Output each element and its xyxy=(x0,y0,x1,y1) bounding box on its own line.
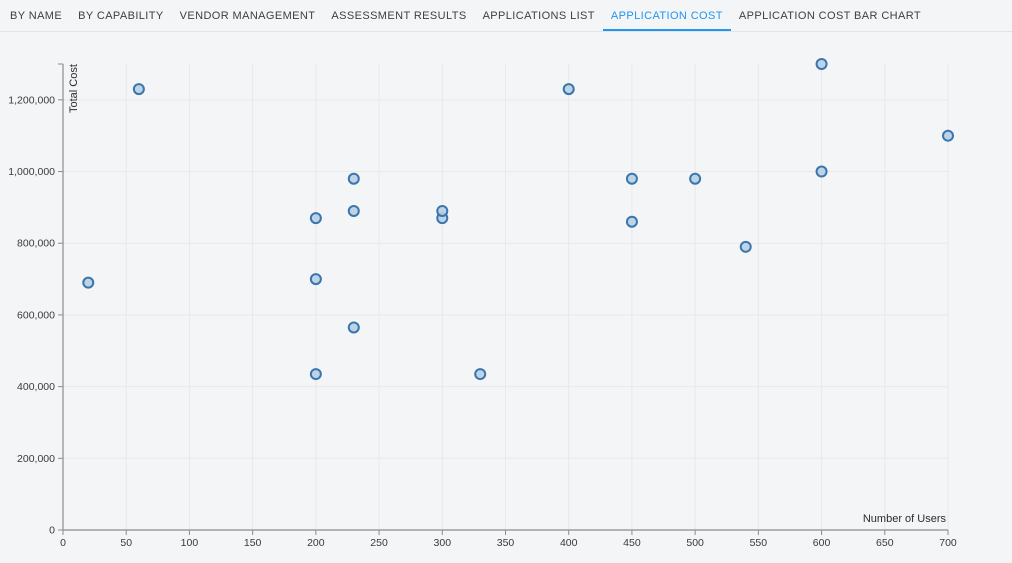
x-tick-label: 450 xyxy=(623,537,641,549)
data-point[interactable] xyxy=(562,83,575,96)
x-tick-label: 250 xyxy=(370,537,388,549)
y-tick-label: 1,000,000 xyxy=(8,166,55,178)
y-tick-label: 200,000 xyxy=(17,453,55,465)
tab-application-cost-bar-chart[interactable]: APPLICATION COST BAR CHART xyxy=(738,9,922,22)
data-point[interactable] xyxy=(436,204,449,217)
y-tick-label: 600,000 xyxy=(17,309,55,321)
data-point[interactable] xyxy=(309,368,322,381)
data-point[interactable] xyxy=(625,172,638,185)
x-tick-label: 550 xyxy=(750,537,768,549)
data-point[interactable] xyxy=(815,58,828,70)
tab-application-cost[interactable]: APPLICATION COST xyxy=(603,0,731,31)
x-tick-label: 100 xyxy=(181,537,199,549)
x-axis-title: Number of Users xyxy=(863,513,947,525)
y-tick-label: 1,200,000 xyxy=(8,94,55,106)
x-tick-label: 500 xyxy=(686,537,704,549)
tab-assessment-results[interactable]: ASSESSMENT RESULTS xyxy=(331,9,467,22)
x-tick-label: 700 xyxy=(939,537,957,549)
x-tick-label: 150 xyxy=(244,537,262,549)
scatter-chart: 0 200,000 400,000 600,000 800,000 1,000,000 1,… xyxy=(8,58,957,549)
x-tick-label: 0 xyxy=(60,537,66,549)
x-tick-label: 400 xyxy=(560,537,578,549)
y-tick-label: 800,000 xyxy=(17,238,55,250)
data-point[interactable] xyxy=(815,165,828,178)
tab-vendor-management[interactable]: VENDOR MANAGEMENT xyxy=(179,9,316,22)
x-tick-label: 200 xyxy=(307,537,325,549)
y-tick-label: 0 xyxy=(49,525,55,537)
data-point[interactable] xyxy=(625,215,638,228)
chart-area: 0 200,000 400,000 600,000 800,000 1,000,000 1,… xyxy=(0,32,1012,563)
data-point[interactable] xyxy=(347,204,360,217)
data-point[interactable] xyxy=(474,368,487,381)
data-point[interactable] xyxy=(132,83,145,96)
tab-applications-list[interactable]: APPLICATIONS LIST xyxy=(482,9,595,22)
tab-by-capability[interactable]: BY CAPABILITY xyxy=(78,9,164,22)
data-point[interactable] xyxy=(347,172,360,185)
tab-by-name[interactable]: BY NAME xyxy=(10,9,63,22)
tab-bar: BY NAME BY CAPABILITY VENDOR MANAGEMENT … xyxy=(0,0,1012,32)
data-point[interactable] xyxy=(309,273,322,286)
x-tick-label: 300 xyxy=(434,537,452,549)
x-tick-label: 650 xyxy=(876,537,894,549)
x-tick-label: 350 xyxy=(497,537,515,549)
data-point[interactable] xyxy=(309,212,322,225)
x-tick-label: 600 xyxy=(813,537,831,549)
y-tick-label: 400,000 xyxy=(17,381,55,393)
data-point[interactable] xyxy=(82,276,95,289)
data-point[interactable] xyxy=(942,129,954,142)
y-axis-title: Total Cost xyxy=(68,64,80,113)
data-point[interactable] xyxy=(689,172,702,185)
data-point[interactable] xyxy=(739,240,752,253)
x-tick-label: 50 xyxy=(120,537,132,549)
data-point[interactable] xyxy=(347,321,360,334)
